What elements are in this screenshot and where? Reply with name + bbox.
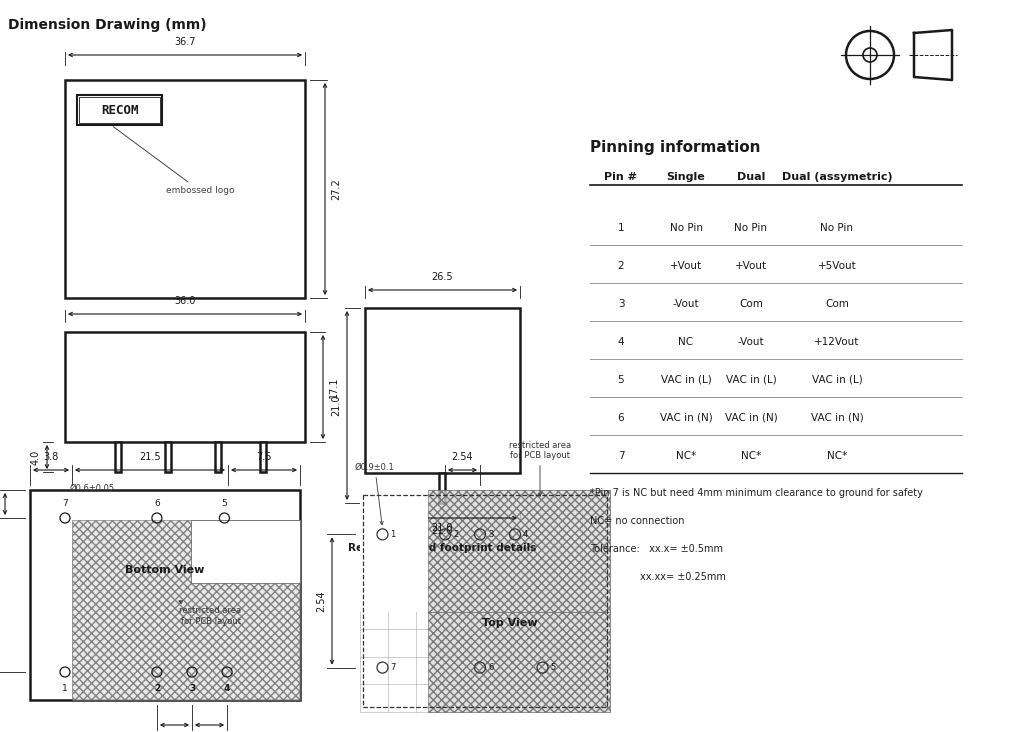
Bar — [77, 95, 162, 125]
Text: -Vout: -Vout — [673, 299, 699, 309]
Text: VAC in (N): VAC in (N) — [725, 413, 777, 423]
Text: 6: 6 — [488, 663, 494, 672]
Text: 2: 2 — [154, 684, 160, 693]
Text: 2: 2 — [617, 261, 625, 271]
Text: 4: 4 — [523, 530, 528, 539]
Text: 21.5: 21.5 — [139, 452, 161, 462]
Text: 5: 5 — [221, 499, 227, 508]
Text: Tolerance:   xx.x= ±0.5mm: Tolerance: xx.x= ±0.5mm — [590, 544, 723, 554]
Text: 17.1: 17.1 — [329, 376, 339, 397]
Bar — [260, 442, 266, 472]
Text: 21.0: 21.0 — [432, 523, 454, 533]
Text: 7: 7 — [390, 663, 396, 672]
Bar — [79, 97, 160, 123]
Text: Top View: Top View — [482, 619, 538, 628]
Bar — [65, 80, 305, 298]
Text: 3: 3 — [617, 299, 625, 309]
Text: 36.0: 36.0 — [174, 296, 196, 306]
Text: -Vout: -Vout — [737, 337, 764, 347]
Text: VAC in (L): VAC in (L) — [726, 375, 776, 385]
Text: NC*: NC* — [826, 451, 847, 461]
Text: Dual: Dual — [737, 172, 765, 182]
Text: restricted area
for PCB layout: restricted area for PCB layout — [509, 441, 571, 496]
Text: VAC in (N): VAC in (N) — [659, 413, 713, 423]
Text: VAC in (L): VAC in (L) — [812, 375, 862, 385]
Text: 26.5: 26.5 — [432, 272, 454, 282]
Text: 1: 1 — [62, 684, 68, 693]
Text: 7: 7 — [62, 499, 68, 508]
Bar — [360, 490, 427, 612]
Text: NC*: NC* — [676, 451, 696, 461]
Text: 21.0: 21.0 — [331, 395, 341, 417]
Text: RECOM: RECOM — [100, 103, 138, 116]
Text: *Pin 7 is NC but need 4mm minimum clearance to ground for safety: *Pin 7 is NC but need 4mm minimum cleara… — [590, 488, 923, 498]
Bar — [439, 473, 445, 503]
Bar — [362, 495, 607, 707]
Text: Single: Single — [667, 172, 706, 182]
Text: No Pin: No Pin — [670, 223, 702, 233]
Bar — [215, 442, 221, 472]
Bar — [115, 442, 121, 472]
Text: Ø0.9±0.1: Ø0.9±0.1 — [355, 463, 394, 525]
Text: 21.0: 21.0 — [432, 526, 454, 536]
Text: restricted area
for PCB layout: restricted area for PCB layout — [179, 601, 242, 626]
Text: Dimension Drawing (mm): Dimension Drawing (mm) — [8, 18, 207, 32]
Text: 6: 6 — [154, 499, 160, 508]
Text: +Vout: +Vout — [670, 261, 702, 271]
Text: 6: 6 — [617, 413, 625, 423]
Text: Com: Com — [739, 299, 763, 309]
Text: 2.54: 2.54 — [316, 590, 326, 612]
Text: Redommended footprint details: Redommended footprint details — [348, 543, 537, 553]
Bar — [427, 612, 610, 712]
Text: 5: 5 — [551, 663, 556, 672]
Text: Pin #: Pin # — [604, 172, 638, 182]
Text: Com: Com — [825, 299, 849, 309]
Text: embossed logo: embossed logo — [114, 127, 234, 195]
Text: 2: 2 — [453, 530, 459, 539]
Text: +12Vout: +12Vout — [814, 337, 860, 347]
Text: No Pin: No Pin — [734, 223, 768, 233]
Bar — [165, 442, 171, 472]
Text: 3: 3 — [188, 684, 196, 693]
Bar — [427, 490, 610, 612]
Text: 4: 4 — [617, 337, 625, 347]
Text: NC: NC — [679, 337, 693, 347]
Text: VAC in (N): VAC in (N) — [811, 413, 863, 423]
Text: 1: 1 — [390, 530, 395, 539]
Text: 3: 3 — [488, 530, 494, 539]
Text: Bottom View: Bottom View — [125, 565, 205, 575]
Text: 4.0: 4.0 — [31, 449, 41, 465]
Text: 7: 7 — [617, 451, 625, 461]
Text: NC= no connection: NC= no connection — [590, 516, 684, 526]
Text: Ø0.6±0.05: Ø0.6±0.05 — [70, 484, 115, 493]
Text: xx.xx= ±0.25mm: xx.xx= ±0.25mm — [590, 572, 726, 582]
Text: 1: 1 — [617, 223, 625, 233]
Text: +Vout: +Vout — [735, 261, 767, 271]
Text: VAC in (L): VAC in (L) — [660, 375, 712, 385]
Bar — [190, 520, 300, 583]
Text: 2.54: 2.54 — [452, 452, 473, 462]
Text: No Pin: No Pin — [820, 223, 853, 233]
Bar — [365, 308, 520, 473]
Text: 4: 4 — [224, 684, 230, 693]
Bar — [65, 332, 305, 442]
Bar — [72, 520, 300, 700]
Text: 36.7: 36.7 — [174, 37, 196, 47]
Text: NC*: NC* — [741, 451, 761, 461]
Bar — [30, 490, 300, 700]
Text: Dual (assymetric): Dual (assymetric) — [781, 172, 892, 182]
Text: 5: 5 — [617, 375, 625, 385]
Text: 7.5: 7.5 — [256, 452, 271, 462]
Text: 3.8: 3.8 — [43, 452, 58, 462]
Text: 27.2: 27.2 — [331, 178, 341, 200]
Text: +5Vout: +5Vout — [817, 261, 856, 271]
Text: Pinning information: Pinning information — [590, 140, 761, 155]
